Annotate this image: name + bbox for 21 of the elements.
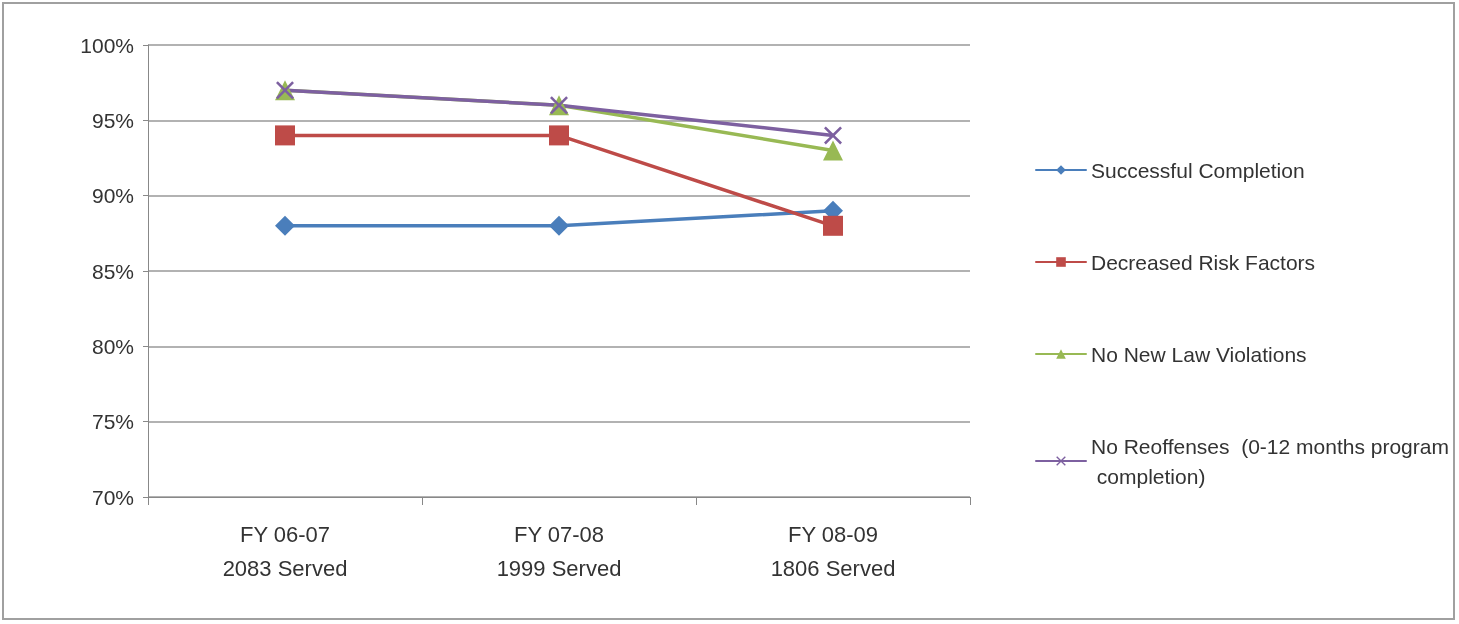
legend-label: Decreased Risk Factors bbox=[1091, 250, 1316, 274]
x-tick-label: FY 06-07 2083 Served bbox=[222, 521, 348, 581]
point bbox=[823, 140, 843, 161]
point bbox=[823, 215, 843, 236]
point bbox=[549, 125, 569, 146]
y-tick-label: 95% bbox=[91, 108, 134, 132]
point bbox=[275, 125, 295, 146]
x-tick-label: FY 07-08 1999 Served bbox=[496, 521, 622, 581]
legend-label: Successful Completion bbox=[1091, 158, 1305, 182]
legend-label: No New Law Violations bbox=[1091, 342, 1307, 366]
point bbox=[549, 215, 569, 236]
y-tick-label: 90% bbox=[91, 184, 134, 208]
point bbox=[275, 215, 295, 236]
y-tick-label: 100% bbox=[80, 33, 134, 57]
x-tick-label: FY 08-09 1806 Served bbox=[770, 521, 896, 581]
y-tick-label: 85% bbox=[91, 259, 134, 283]
legend-label: No Reoffenses (0-12 months program completion) bbox=[1091, 434, 1449, 488]
y-tick-label: 70% bbox=[91, 485, 134, 509]
y-tick-label: 75% bbox=[91, 410, 134, 434]
y-tick-label: 80% bbox=[91, 334, 134, 358]
point bbox=[824, 126, 842, 145]
